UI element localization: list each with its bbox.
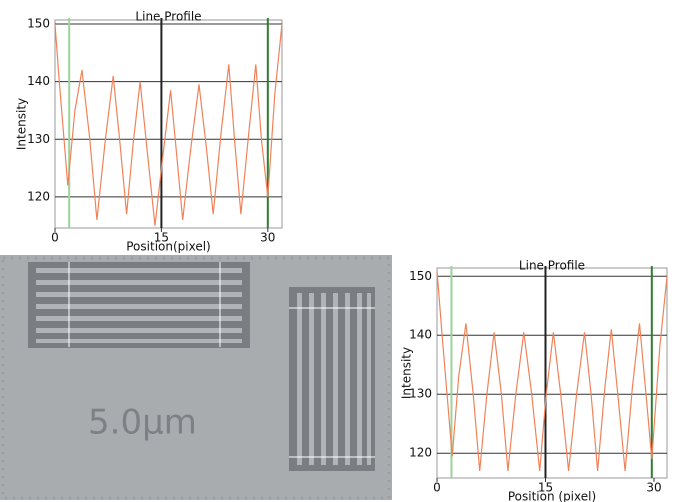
gap: [321, 293, 326, 465]
gap: [345, 293, 350, 465]
y-tick-label: 140: [27, 74, 50, 88]
y-axis-label: Intensity: [400, 347, 414, 399]
profile-line: [54, 23, 283, 226]
x-tick-label: 0: [433, 481, 441, 495]
y-tick-label: 130: [27, 132, 50, 146]
gap: [36, 339, 242, 343]
gap: [367, 293, 371, 465]
gap: [357, 293, 362, 465]
vertical-grating: [289, 287, 375, 471]
gap: [297, 293, 302, 465]
scale-label: 5.0μm: [88, 403, 197, 443]
x-tick-label: 15: [154, 231, 169, 245]
horizontal-grating: [28, 262, 250, 348]
gap: [36, 316, 242, 321]
gap: [36, 304, 242, 309]
x-axis-label: Position(pixel): [126, 240, 211, 254]
micrograph: 5.0μm: [0, 255, 392, 500]
x-tick-label: 15: [538, 481, 553, 495]
plot-area: [436, 267, 668, 479]
y-tick-label: 140: [409, 328, 432, 342]
gap: [36, 328, 242, 333]
gap: [36, 292, 242, 297]
y-tick-label: 120: [27, 189, 50, 203]
profile-line: [436, 270, 668, 471]
y-tick-label: 150: [409, 269, 432, 283]
gap: [36, 268, 242, 273]
plot-area: [54, 19, 283, 229]
x-tick-label: 30: [646, 481, 661, 495]
y-tick-label: 120: [409, 446, 432, 460]
gap: [36, 280, 242, 285]
y-axis-label: Intensity: [15, 98, 29, 150]
y-tick-label: 150: [27, 17, 50, 31]
x-tick-label: 0: [51, 231, 59, 245]
gap: [333, 293, 338, 465]
chart-title: Line Profile: [519, 259, 585, 273]
x-axis-label: Position (pixel): [508, 490, 596, 502]
y-tick-label: 130: [409, 387, 432, 401]
gap: [309, 293, 314, 465]
dotted-border: [1, 256, 391, 500]
chart-title: Line Profile: [135, 10, 201, 24]
x-tick-label: 30: [260, 231, 275, 245]
